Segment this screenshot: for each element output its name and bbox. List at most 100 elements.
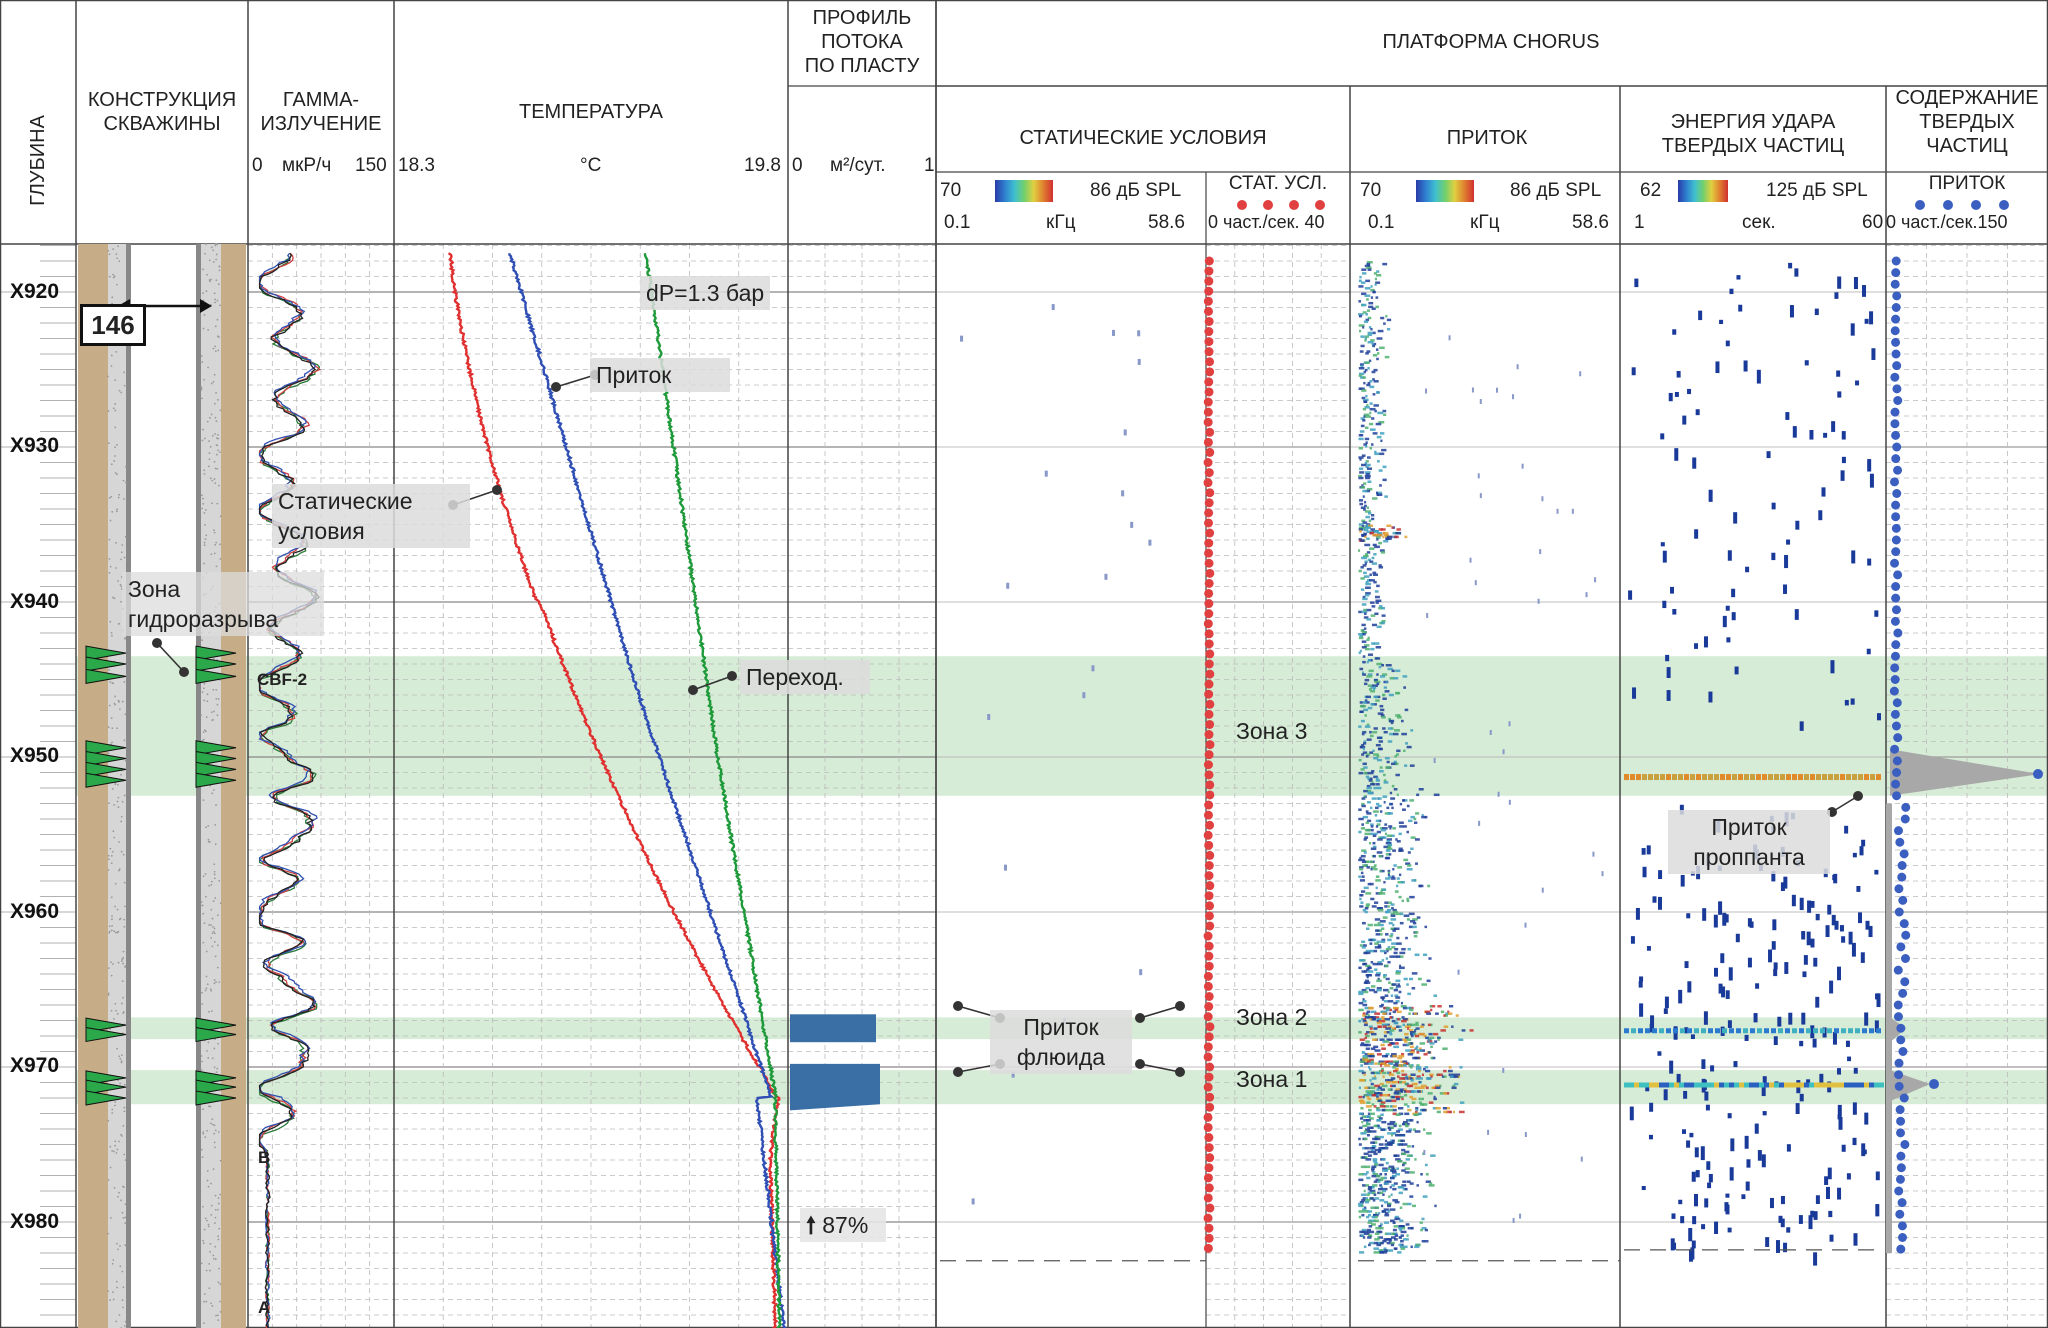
spectro-mark bbox=[1413, 1012, 1418, 1015]
spectro-mark bbox=[1393, 1021, 1399, 1025]
spectro-mark bbox=[1374, 1062, 1378, 1065]
spectro-mark bbox=[1404, 1040, 1408, 1043]
spectro-mark bbox=[1541, 496, 1544, 502]
temperature-curve bbox=[643, 253, 783, 1328]
spectro-mark bbox=[1385, 1249, 1390, 1252]
spectro-mark bbox=[1397, 716, 1402, 719]
stat-dot bbox=[1203, 478, 1213, 488]
spectro-mark bbox=[1414, 1130, 1421, 1133]
stat-dot bbox=[1205, 649, 1215, 659]
spectro-mark bbox=[1367, 1053, 1373, 1056]
cement-speckle bbox=[107, 1119, 110, 1122]
spectro-mark bbox=[1414, 1029, 1417, 1032]
spectro-mark bbox=[1390, 918, 1397, 921]
spectro-mark bbox=[1453, 1075, 1456, 1078]
spectro-mark bbox=[1420, 1228, 1423, 1232]
spectro-mark bbox=[1372, 845, 1377, 849]
spectro-mark bbox=[1370, 1016, 1376, 1019]
spectro-mark bbox=[1439, 1084, 1442, 1088]
cement-speckle bbox=[213, 373, 216, 376]
impact-mark bbox=[1639, 976, 1644, 982]
cement-speckle bbox=[119, 1082, 122, 1085]
spectro-mark bbox=[1360, 417, 1365, 420]
cement-speckle bbox=[115, 541, 117, 544]
spectro-mark bbox=[1359, 704, 1366, 708]
spectro-mark bbox=[1409, 1182, 1414, 1185]
impact-mark bbox=[1645, 1028, 1650, 1034]
spectro-mark bbox=[1385, 1008, 1391, 1012]
spectro-mark bbox=[1364, 1053, 1369, 1056]
spectro-mark bbox=[1373, 757, 1379, 760]
spectro-mark bbox=[1382, 1075, 1385, 1078]
cement-speckle bbox=[202, 497, 204, 500]
solids-dot bbox=[1892, 384, 1902, 394]
spectro-mark bbox=[1402, 1038, 1408, 1041]
spectro-mark bbox=[1392, 923, 1395, 927]
spectro-mark bbox=[1455, 1014, 1459, 1017]
spectro-mark bbox=[1370, 1090, 1374, 1093]
spectro-mark bbox=[1390, 1077, 1396, 1080]
spectro-mark bbox=[1383, 1208, 1389, 1211]
spectro-mark bbox=[1403, 1245, 1408, 1249]
spectro-mark bbox=[1402, 675, 1408, 678]
spectro-mark bbox=[1391, 806, 1394, 810]
spectro-mark bbox=[1379, 1092, 1383, 1095]
impact-mark bbox=[1853, 1233, 1858, 1246]
spectro-mark bbox=[1373, 1247, 1379, 1250]
stat-dot bbox=[1204, 306, 1214, 316]
impact-mark bbox=[1725, 340, 1730, 347]
spectro-mark bbox=[1359, 467, 1364, 470]
spectro-mark bbox=[1398, 1143, 1403, 1146]
spectro-mark bbox=[1364, 907, 1369, 910]
spectro-mark bbox=[1364, 1146, 1369, 1150]
spectro-mark bbox=[1369, 1079, 1372, 1082]
impact-mark bbox=[1814, 1082, 1819, 1088]
spectro-mark bbox=[1385, 1079, 1390, 1082]
stat-dot bbox=[1205, 1062, 1215, 1072]
cement-speckle bbox=[216, 914, 219, 917]
spectro-mark bbox=[1383, 322, 1386, 325]
spectro-mark bbox=[1363, 970, 1368, 973]
stat-dot bbox=[1204, 548, 1214, 558]
spectro-mark bbox=[1373, 684, 1377, 687]
spectro-mark bbox=[1396, 1071, 1401, 1075]
spectro-mark bbox=[1389, 1042, 1394, 1045]
cement-speckle bbox=[118, 869, 120, 872]
spectro-mark bbox=[1371, 1126, 1374, 1130]
spectro-mark bbox=[1376, 830, 1382, 834]
cement-speckle bbox=[211, 502, 213, 505]
solids-dot bbox=[1891, 430, 1901, 440]
cement-speckle bbox=[217, 283, 220, 286]
spectro-mark bbox=[1388, 1195, 1391, 1198]
cement-speckle bbox=[219, 451, 221, 454]
cement-speckle bbox=[116, 257, 119, 260]
spectro-mark bbox=[1360, 1165, 1366, 1169]
spectro-mark bbox=[1369, 730, 1372, 734]
spectro-mark bbox=[1363, 708, 1368, 712]
spectro-mark bbox=[1387, 667, 1393, 671]
spectro-mark bbox=[1376, 758, 1383, 762]
cement-speckle bbox=[215, 688, 218, 691]
solids-dot bbox=[1893, 396, 1903, 405]
spectro-mark bbox=[1364, 678, 1370, 682]
impact-mark bbox=[1832, 1031, 1837, 1045]
spectro-mark bbox=[1440, 1029, 1446, 1032]
spectro-mark bbox=[1448, 1066, 1452, 1069]
cement-speckle bbox=[213, 1066, 216, 1069]
spectro-mark bbox=[1360, 526, 1366, 530]
cement-speckle bbox=[203, 562, 206, 565]
spectro-mark bbox=[1372, 749, 1375, 753]
cement-speckle bbox=[112, 407, 115, 410]
spectro-mark bbox=[1359, 329, 1362, 333]
cement-speckle bbox=[109, 1145, 112, 1148]
spectro-mark bbox=[1424, 1228, 1428, 1232]
impact-mark bbox=[1861, 839, 1866, 847]
spectro-mark bbox=[1367, 1014, 1371, 1017]
cement-speckle bbox=[114, 783, 117, 786]
cement-speckle bbox=[205, 987, 208, 990]
spectro-mark bbox=[1383, 1060, 1389, 1063]
spectro-mark bbox=[1382, 1239, 1387, 1243]
spectro-mark bbox=[1418, 1077, 1423, 1080]
spectro-mark bbox=[1374, 452, 1380, 456]
impact-mark bbox=[1874, 1082, 1879, 1088]
